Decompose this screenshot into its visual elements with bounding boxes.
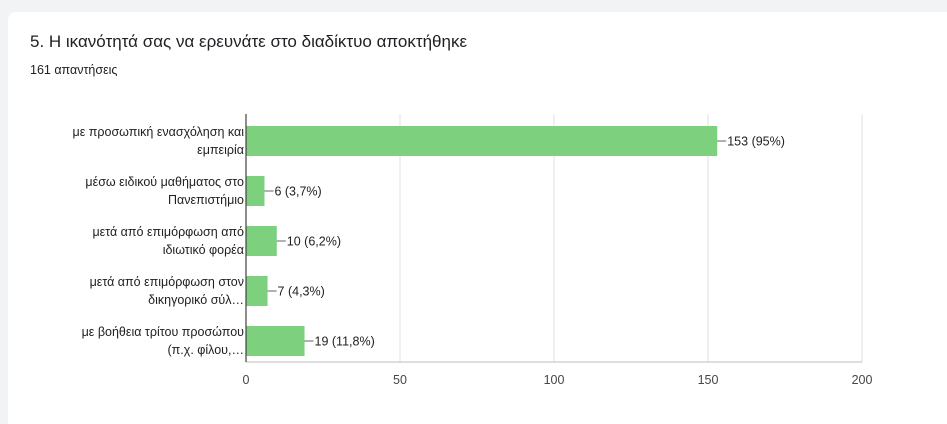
response-count: 161 απαντήσεις [30, 63, 118, 77]
question-card [8, 12, 947, 424]
data-label-0: 153 (95%) [727, 135, 785, 149]
bar-4 [246, 326, 305, 356]
bar-3 [246, 276, 268, 306]
data-label-1: 6 (3,7%) [274, 185, 321, 199]
bar-1 [246, 176, 265, 206]
category-label-line: μετά από επιμόρφωση από [92, 225, 244, 239]
category-label-line: εμπειρία [197, 143, 244, 157]
category-label-line: Πανεπιστήμιο [168, 193, 244, 207]
category-label-line: με προσωπική ενασχόληση και [73, 125, 245, 139]
category-label-4: με βοήθεια τρίτου προσώπου (π.χ. φίλου,… [82, 325, 245, 357]
category-label-line: ιδιωτικό φορέα [163, 243, 244, 257]
question-title: 5. Η ικανότητά σας να ερευνάτε στο διαδί… [30, 32, 468, 51]
category-label-2: μετά από επιμόρφωση από ιδιωτικό φορέα [92, 225, 244, 257]
bar-2 [246, 226, 277, 256]
category-label-line: (π.χ. φίλου,… [168, 343, 244, 357]
category-label-line: μέσω ειδικού μαθήματος στο [85, 175, 244, 189]
bar-0 [246, 126, 718, 156]
data-label-3: 7 (4,3%) [278, 285, 325, 299]
x-tick-label-4: 200 [852, 373, 873, 387]
category-label-line: μετά από επιμόρφωση στον [90, 275, 244, 289]
x-tick-label-1: 50 [393, 373, 407, 387]
x-tick-label-0: 0 [243, 373, 250, 387]
category-label-line: με βοήθεια τρίτου προσώπου [82, 325, 245, 339]
x-tick-label-3: 150 [698, 373, 719, 387]
category-label-0: με προσωπική ενασχόληση και εμπειρία [73, 125, 245, 157]
category-label-line: δικηγορικό σύλ… [148, 293, 244, 307]
category-label-1: μέσω ειδικού μαθήματος στο Πανεπιστήμιο [85, 175, 244, 207]
x-tick-label-2: 100 [544, 373, 565, 387]
data-label-2: 10 (6,2%) [287, 235, 341, 249]
category-label-3: μετά από επιμόρφωση στον δικηγορικό σύλ… [90, 275, 244, 307]
data-label-4: 19 (11,8%) [315, 335, 375, 349]
